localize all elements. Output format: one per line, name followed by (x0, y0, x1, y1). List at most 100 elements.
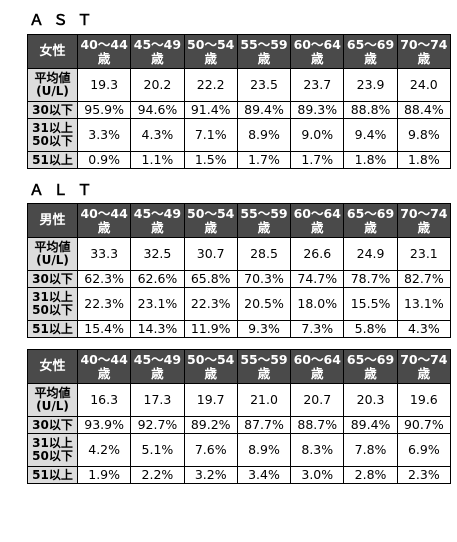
value-cell: 62.6% (130, 270, 185, 288)
value-cell: 5.8% (343, 320, 398, 338)
row-label: 平均値 (U/L) (27, 383, 78, 417)
value-cell: 88.8% (343, 101, 398, 119)
row-label: 30以下 (27, 416, 78, 434)
table-row: 30以下 62.3% 62.6% 65.8% 70.3% 74.7% 78.7% 82.7% (27, 270, 452, 288)
value-cell: 13.1% (396, 287, 452, 321)
value-cell: 90.7% (396, 416, 452, 434)
alt-male-table: 男性 40〜44 歳 45〜49 歳 50〜54 歳 55〜59 歳 60〜64 歳 65〜69 歳 70… (27, 203, 452, 338)
value-cell: 7.1% (183, 118, 238, 152)
value-cell: 82.7% (396, 270, 452, 288)
value-cell: 3.2% (183, 466, 238, 484)
value-cell: 14.3% (130, 320, 185, 338)
age-header: 40〜44 歳 (76, 349, 132, 384)
value-cell: 32.5 (130, 237, 185, 271)
value-cell: 15.5% (343, 287, 398, 321)
value-cell: 18.0% (290, 287, 345, 321)
value-cell: 22.3% (183, 287, 238, 321)
age-header: 70〜74 歳 (396, 34, 452, 69)
value-cell: 19.3 (76, 68, 132, 102)
value-cell: 94.6% (130, 101, 185, 119)
value-cell: 91.4% (183, 101, 238, 119)
value-cell: 95.9% (76, 101, 132, 119)
value-cell: 20.7 (290, 383, 345, 417)
age-header: 50〜54 歳 (183, 349, 238, 384)
age-header: 60〜64 歳 (290, 203, 345, 238)
value-cell: 24.0 (396, 68, 452, 102)
value-cell: 3.4% (236, 466, 292, 484)
value-cell: 21.0 (236, 383, 292, 417)
header-row: 女性 40〜44 歳 45〜49 歳 50〜54 歳 55〜59 歳 60〜64 歳 65〜69 歳 70… (27, 349, 452, 384)
value-cell: 3.0% (290, 466, 345, 484)
table-row: 平均値 (U/L) 33.3 32.5 30.7 28.5 26.6 24.9 23.1 (27, 237, 452, 271)
table-row: 51以上 1.9% 2.2% 3.2% 3.4% 3.0% 2.8% 2.3% (27, 466, 452, 484)
value-cell: 65.8% (183, 270, 238, 288)
age-header: 65〜69 歳 (343, 349, 398, 384)
age-header: 45〜49 歳 (130, 203, 185, 238)
value-cell: 26.6 (290, 237, 345, 271)
value-cell: 4.3% (130, 118, 185, 152)
table-row: 31以上 50以下 3.3% 4.3% 7.1% 8.9% 9.0% 9.4% 9.8% (27, 118, 452, 152)
value-cell: 4.3% (396, 320, 452, 338)
value-cell: 8.9% (236, 433, 292, 467)
value-cell: 2.3% (396, 466, 452, 484)
alt-section-title: ＡＬＴ (29, 181, 102, 199)
value-cell: 23.5 (236, 68, 292, 102)
age-header: 50〜54 歳 (183, 34, 238, 69)
header-row: 男性 40〜44 歳 45〜49 歳 50〜54 歳 55〜59 歳 60〜64 歳 65〜69 歳 70… (27, 203, 452, 238)
value-cell: 78.7% (343, 270, 398, 288)
age-header: 60〜64 歳 (290, 34, 345, 69)
value-cell: 9.4% (343, 118, 398, 152)
row-label: 平均値 (U/L) (27, 68, 78, 102)
value-cell: 23.7 (290, 68, 345, 102)
age-header: 55〜59 歳 (236, 349, 292, 384)
value-cell: 22.2 (183, 68, 238, 102)
value-cell: 88.4% (396, 101, 452, 119)
row-label: 51以上 (27, 151, 78, 169)
value-cell: 1.9% (76, 466, 132, 484)
age-header: 55〜59 歳 (236, 203, 292, 238)
gender-label: 女性 (27, 349, 78, 384)
alt-female-table: 女性 40〜44 歳 45〜49 歳 50〜54 歳 55〜59 歳 60〜64 歳 65〜69 歳 70… (27, 349, 452, 484)
age-header: 40〜44 歳 (76, 34, 132, 69)
value-cell: 5.1% (130, 433, 185, 467)
value-cell: 1.8% (396, 151, 452, 169)
value-cell: 8.3% (290, 433, 345, 467)
value-cell: 9.0% (290, 118, 345, 152)
value-cell: 7.6% (183, 433, 238, 467)
value-cell: 1.7% (236, 151, 292, 169)
age-header: 60〜64 歳 (290, 349, 345, 384)
table-row: 30以下 93.9% 92.7% 89.2% 87.7% 88.7% 89.4% 90.7% (27, 416, 452, 434)
value-cell: 4.2% (76, 433, 132, 467)
value-cell: 19.7 (183, 383, 238, 417)
value-cell: 89.4% (343, 416, 398, 434)
gender-label: 男性 (27, 203, 78, 238)
value-cell: 89.4% (236, 101, 292, 119)
value-cell: 24.9 (343, 237, 398, 271)
age-header: 45〜49 歳 (130, 349, 185, 384)
age-header: 65〜69 歳 (343, 203, 398, 238)
table-row: 31以上 50以下 4.2% 5.1% 7.6% 8.9% 8.3% 7.8% 6.9% (27, 433, 452, 467)
value-cell: 33.3 (76, 237, 132, 271)
row-label: 30以下 (27, 270, 78, 288)
ast-female-table: 女性 40〜44 歳 45〜49 歳 50〜54 歳 55〜59 歳 60〜64 歳 65〜69 歳 70… (27, 34, 452, 169)
table-row: 平均値 (U/L) 19.3 20.2 22.2 23.5 23.7 23.9 24.0 (27, 68, 452, 102)
row-label: 31以上 50以下 (27, 433, 78, 467)
value-cell: 16.3 (76, 383, 132, 417)
value-cell: 19.6 (396, 383, 452, 417)
value-cell: 28.5 (236, 237, 292, 271)
row-label: 31以上 50以下 (27, 287, 78, 321)
row-label: 51以上 (27, 320, 78, 338)
value-cell: 11.9% (183, 320, 238, 338)
age-header: 40〜44 歳 (76, 203, 132, 238)
row-label: 51以上 (27, 466, 78, 484)
row-label: 30以下 (27, 101, 78, 119)
table-row: 30以下 95.9% 94.6% 91.4% 89.4% 89.3% 88.8% 88.4% (27, 101, 452, 119)
age-header: 65〜69 歳 (343, 34, 398, 69)
age-header: 45〜49 歳 (130, 34, 185, 69)
value-cell: 87.7% (236, 416, 292, 434)
value-cell: 9.8% (396, 118, 452, 152)
table-row: 51以上 0.9% 1.1% 1.5% 1.7% 1.7% 1.8% 1.8% (27, 151, 452, 169)
value-cell: 88.7% (290, 416, 345, 434)
table-row: 平均値 (U/L) 16.3 17.3 19.7 21.0 20.7 20.3 19.6 (27, 383, 452, 417)
age-header: 50〜54 歳 (183, 203, 238, 238)
